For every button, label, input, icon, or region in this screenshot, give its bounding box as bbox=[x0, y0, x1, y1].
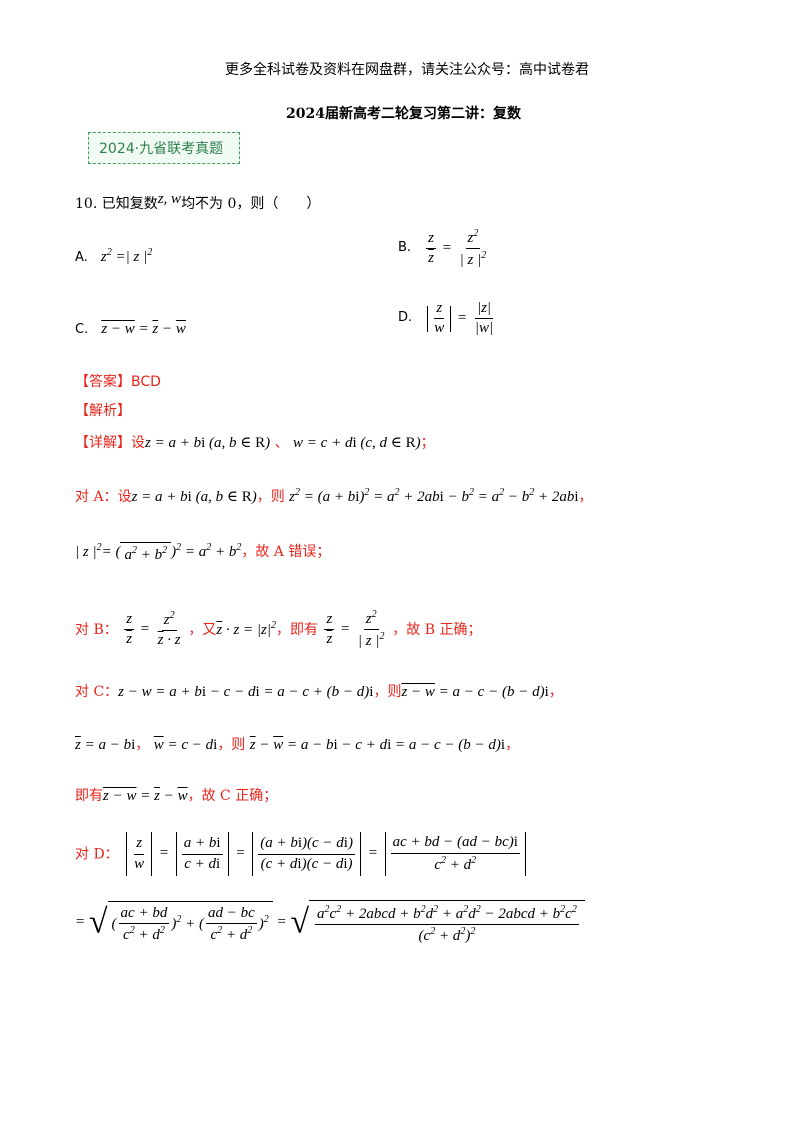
question-stem-vars: z, w bbox=[157, 191, 182, 207]
doc-title: 2024届新高考二轮复习第二讲：复数 bbox=[286, 106, 521, 122]
part-c-conclusion: ，故 C 正确； bbox=[187, 788, 278, 804]
part-c-line3: 即有z − w = z − w，故 C 正确； bbox=[75, 785, 277, 805]
answer-line: 【答案】BCD bbox=[75, 371, 161, 391]
detail-w-def: w = c + di (c, d ∈ R) bbox=[293, 435, 421, 451]
option-a: A. z2 =| z |2 bbox=[75, 246, 152, 266]
detail-z-def: z = a + bi (a, b ∈ R) bbox=[145, 435, 271, 451]
part-c-step2: z − w = a − c − (b − d)i bbox=[401, 684, 549, 700]
part-b-also: ，又 bbox=[188, 622, 217, 639]
option-a-formula: z2 =| z |2 bbox=[100, 247, 153, 265]
part-b-conclusion: ，故 B 正确； bbox=[392, 622, 482, 639]
option-b-label: B. bbox=[398, 240, 412, 256]
option-a-label: A. bbox=[75, 250, 88, 265]
option-c-formula: z − w = z − w bbox=[101, 321, 186, 337]
part-a-line2: | z |2= (a2 + b2)2 = a2 + b2，故 A 错误； bbox=[75, 541, 330, 564]
part-c-end: ， bbox=[505, 737, 520, 753]
part-a-modulus: | z |2= (a2 + b2)2 = a2 + b2 bbox=[75, 541, 242, 563]
part-c-then: ，则 bbox=[373, 684, 402, 700]
question-stem-post: 均不为 0，则（ ） bbox=[181, 196, 321, 212]
answer-value: BCD bbox=[131, 374, 161, 390]
part-c-then2: ，则 bbox=[217, 737, 246, 753]
header-note: 更多全科试卷及资料在网盘群，请关注公众号：高中试卷君 bbox=[225, 62, 589, 78]
analysis-label: 【解析】 bbox=[75, 403, 131, 419]
part-b-step2: z · z = |z|2 bbox=[216, 619, 276, 638]
question-stem: 10. 已知复数z, w均不为 0，则（ ） bbox=[75, 191, 321, 213]
part-a-then: ，则 bbox=[256, 489, 285, 505]
part-d-line2: = √(ac + bd c2 + d2)2 + (ad − bc c2 + d2)2… bbox=[75, 900, 585, 946]
part-a-set: 设 bbox=[117, 489, 132, 505]
section-badge-label: 2024·九省联考真题 bbox=[99, 141, 224, 157]
part-c-result: z − w = z − w bbox=[103, 788, 188, 804]
part-c-z-conj: z = a − bi bbox=[75, 737, 136, 753]
part-a-z-def: z = a + bi (a, b ∈ R) bbox=[131, 489, 257, 505]
part-d-label: 对 D： bbox=[75, 846, 119, 863]
part-b-thus: ，即有 bbox=[276, 622, 318, 639]
question-stem-pre: 已知复数 bbox=[101, 196, 158, 212]
detail-line: 【详解】设z = a + bi (a, b ∈ R) 、 w = c + di … bbox=[75, 432, 435, 452]
part-c-sep-2: ， bbox=[135, 737, 150, 753]
part-c-step3: z − w = a − bi − c + di = a − c − (b − d… bbox=[249, 737, 506, 753]
section-badge: 2024·九省联考真题 bbox=[88, 132, 240, 164]
part-a-label: 对 A： bbox=[75, 489, 118, 505]
part-a-line1: 对 A：设z = a + bi (a, b ∈ R)，则 z2 = (a + b… bbox=[75, 486, 593, 506]
option-c-label: C. bbox=[75, 322, 89, 337]
part-c-w-conj: w = c − di bbox=[153, 737, 218, 753]
part-c-sep-1: ， bbox=[548, 684, 563, 700]
part-c-line1: 对 C：z − w = a + bi − c − di = a − c + (b… bbox=[75, 681, 563, 701]
detail-label: 【详解】 bbox=[75, 435, 131, 451]
answer-label: 【答案】 bbox=[75, 374, 131, 390]
part-a-conclusion: ，故 A 错误； bbox=[241, 544, 331, 560]
part-d-step2: = √(ac + bd c2 + d2)2 + (ad − bc c2 + d2)2… bbox=[75, 900, 585, 944]
part-c-label: 对 C： bbox=[75, 684, 119, 700]
detail-sep: 、 bbox=[274, 435, 289, 451]
part-a-end: ， bbox=[578, 489, 593, 505]
option-c: C. z − w = z − w bbox=[75, 318, 186, 338]
part-c-thus: 即有 bbox=[75, 788, 103, 804]
part-c-step1: z − w = a + bi − c − di = a − c + (b − d… bbox=[118, 684, 374, 700]
detail-set: 设 bbox=[131, 435, 145, 451]
option-d-label: D. bbox=[398, 310, 413, 326]
part-b-label: 对 B： bbox=[75, 622, 118, 639]
detail-end: ； bbox=[420, 435, 435, 451]
part-c-line2: z = a − bi， w = c − di，则 z − w = a − bi … bbox=[75, 734, 519, 754]
question-number: 10. bbox=[75, 196, 98, 212]
part-a-z-square: z2 = (a + bi)2 = a2 + 2abi − b2 = a2 − b… bbox=[289, 487, 579, 505]
